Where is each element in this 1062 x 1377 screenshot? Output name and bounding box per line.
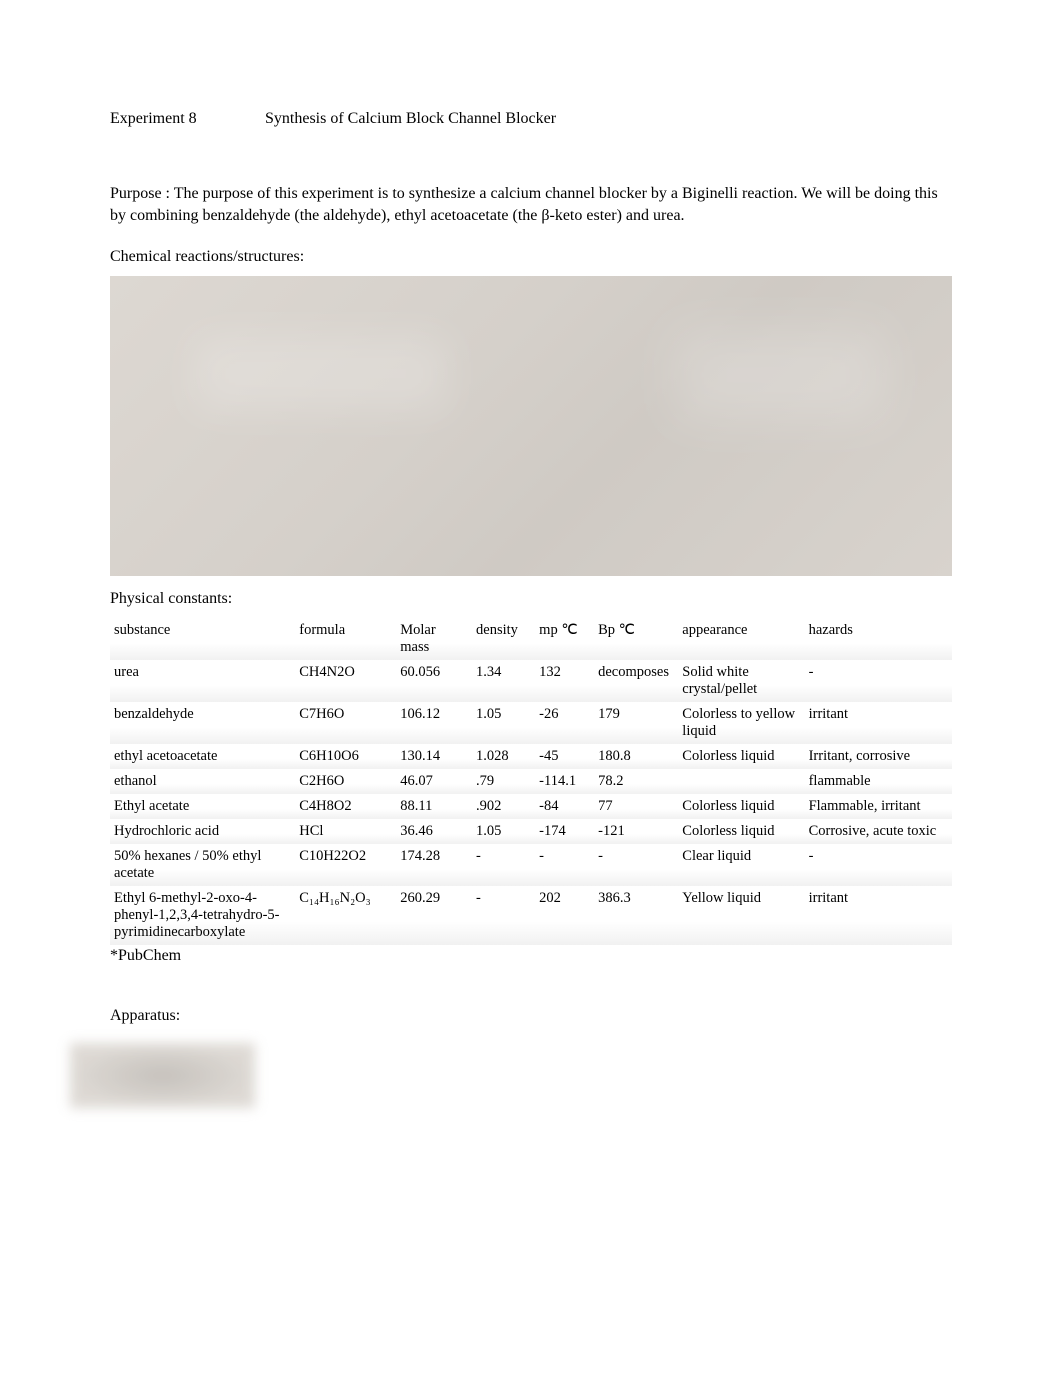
cell-substance: urea <box>110 660 295 702</box>
cell-mp: -26 <box>535 702 594 744</box>
table-head: substance formula Molar mass density mp … <box>110 618 952 660</box>
cell-appearance: Colorless to yellow liquid <box>678 702 804 744</box>
th-hazards: hazards <box>805 618 952 660</box>
cell-appearance: Solid white crystal/pellet <box>678 660 804 702</box>
cell-appearance: Colorless liquid <box>678 744 804 769</box>
cell-density: 1.028 <box>472 744 535 769</box>
table-row: Ethyl 6-methyl-2-oxo-4-phenyl-1,2,3,4-te… <box>110 886 952 945</box>
purpose-paragraph: Purpose : The purpose of this experiment… <box>110 183 952 226</box>
apparatus-image <box>70 1043 255 1108</box>
purpose-text: The purpose of this experiment is to syn… <box>110 185 938 224</box>
cell-density: - <box>472 886 535 945</box>
cell-bp: -121 <box>594 819 678 844</box>
cell-molar-mass: 36.46 <box>396 819 472 844</box>
cell-mp: -114.1 <box>535 769 594 794</box>
reactions-section-label: Chemical reactions/structures: <box>110 248 952 266</box>
cell-mp: -174 <box>535 819 594 844</box>
th-molar-mass: Molar mass <box>396 618 472 660</box>
table-row: 50% hexanes / 50% ethyl acetate C10H22O2… <box>110 844 952 886</box>
cell-density: .902 <box>472 794 535 819</box>
cell-substance: 50% hexanes / 50% ethyl acetate <box>110 844 295 886</box>
table-footnote: *PubChem <box>110 947 952 965</box>
table-row: urea CH4N2O 60.056 1.34 132 decomposes S… <box>110 660 952 702</box>
table-row: benzaldehyde C7H6O 106.12 1.05 -26 179 C… <box>110 702 952 744</box>
cell-bp: decomposes <box>594 660 678 702</box>
cell-mp: -84 <box>535 794 594 819</box>
table-header-row: substance formula Molar mass density mp … <box>110 618 952 660</box>
cell-formula: HCl <box>295 819 396 844</box>
cell-formula: C₁₄H₁₆N₂O₃ <box>295 886 396 945</box>
cell-hazards: irritant <box>805 886 952 945</box>
document-page: Experiment 8 Synthesis of Calcium Block … <box>0 0 1062 1148</box>
cell-substance: benzaldehyde <box>110 702 295 744</box>
cell-hazards: - <box>805 844 952 886</box>
cell-hazards: flammable <box>805 769 952 794</box>
th-formula: formula <box>295 618 396 660</box>
th-appearance: appearance <box>678 618 804 660</box>
cell-molar-mass: 60.056 <box>396 660 472 702</box>
cell-hazards: irritant <box>805 702 952 744</box>
cell-substance: Ethyl acetate <box>110 794 295 819</box>
table-row: Ethyl acetate C4H8O2 88.11 .902 -84 77 C… <box>110 794 952 819</box>
th-density: density <box>472 618 535 660</box>
cell-formula: C7H6O <box>295 702 396 744</box>
cell-formula: CH4N2O <box>295 660 396 702</box>
th-substance: substance <box>110 618 295 660</box>
cell-bp: 179 <box>594 702 678 744</box>
cell-formula: C10H22O2 <box>295 844 396 886</box>
reaction-structures-image <box>110 276 952 576</box>
cell-mp: 202 <box>535 886 594 945</box>
cell-substance: ethyl acetoacetate <box>110 744 295 769</box>
cell-molar-mass: 174.28 <box>396 844 472 886</box>
cell-hazards: Corrosive, acute toxic <box>805 819 952 844</box>
cell-bp: 180.8 <box>594 744 678 769</box>
cell-mp: 132 <box>535 660 594 702</box>
cell-bp: 77 <box>594 794 678 819</box>
table-body: urea CH4N2O 60.056 1.34 132 decomposes S… <box>110 660 952 945</box>
cell-hazards: Flammable, irritant <box>805 794 952 819</box>
cell-density: 1.05 <box>472 702 535 744</box>
purpose-label: Purpose : <box>110 185 170 202</box>
cell-formula: C6H10O6 <box>295 744 396 769</box>
cell-hazards: Irritant, corrosive <box>805 744 952 769</box>
cell-molar-mass: 106.12 <box>396 702 472 744</box>
cell-appearance <box>678 769 804 794</box>
cell-density: .79 <box>472 769 535 794</box>
table-row: ethanol C2H6O 46.07 .79 -114.1 78.2 flam… <box>110 769 952 794</box>
cell-density: 1.34 <box>472 660 535 702</box>
table-row: Hydrochloric acid HCl 36.46 1.05 -174 -1… <box>110 819 952 844</box>
physical-constants-table: substance formula Molar mass density mp … <box>110 618 952 945</box>
cell-substance: ethanol <box>110 769 295 794</box>
table-row: ethyl acetoacetate C6H10O6 130.14 1.028 … <box>110 744 952 769</box>
cell-substance: Ethyl 6-methyl-2-oxo-4-phenyl-1,2,3,4-te… <box>110 886 295 945</box>
cell-bp: 386.3 <box>594 886 678 945</box>
th-mp: mp ℃ <box>535 618 594 660</box>
cell-formula: C2H6O <box>295 769 396 794</box>
cell-appearance: Clear liquid <box>678 844 804 886</box>
cell-density: 1.05 <box>472 819 535 844</box>
cell-molar-mass: 88.11 <box>396 794 472 819</box>
cell-formula: C4H8O2 <box>295 794 396 819</box>
apparatus-section-label: Apparatus: <box>110 1007 952 1025</box>
cell-mp: -45 <box>535 744 594 769</box>
cell-appearance: Yellow liquid <box>678 886 804 945</box>
cell-appearance: Colorless liquid <box>678 819 804 844</box>
th-bp: Bp ℃ <box>594 618 678 660</box>
cell-substance: Hydrochloric acid <box>110 819 295 844</box>
cell-molar-mass: 130.14 <box>396 744 472 769</box>
experiment-title: Synthesis of Calcium Block Channel Block… <box>265 110 556 128</box>
cell-molar-mass: 260.29 <box>396 886 472 945</box>
cell-density: - <box>472 844 535 886</box>
cell-mp: - <box>535 844 594 886</box>
cell-hazards: - <box>805 660 952 702</box>
cell-appearance: Colorless liquid <box>678 794 804 819</box>
document-header: Experiment 8 Synthesis of Calcium Block … <box>110 110 952 128</box>
physical-constants-label: Physical constants: <box>110 590 952 608</box>
cell-bp: 78.2 <box>594 769 678 794</box>
cell-bp: - <box>594 844 678 886</box>
experiment-number: Experiment 8 <box>110 110 265 128</box>
cell-molar-mass: 46.07 <box>396 769 472 794</box>
